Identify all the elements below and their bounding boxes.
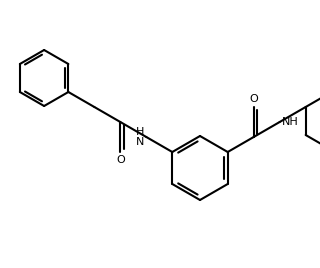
Text: O: O: [116, 155, 125, 165]
Text: O: O: [249, 94, 258, 104]
Text: NH: NH: [282, 117, 299, 127]
Text: H
N: H N: [136, 127, 144, 147]
